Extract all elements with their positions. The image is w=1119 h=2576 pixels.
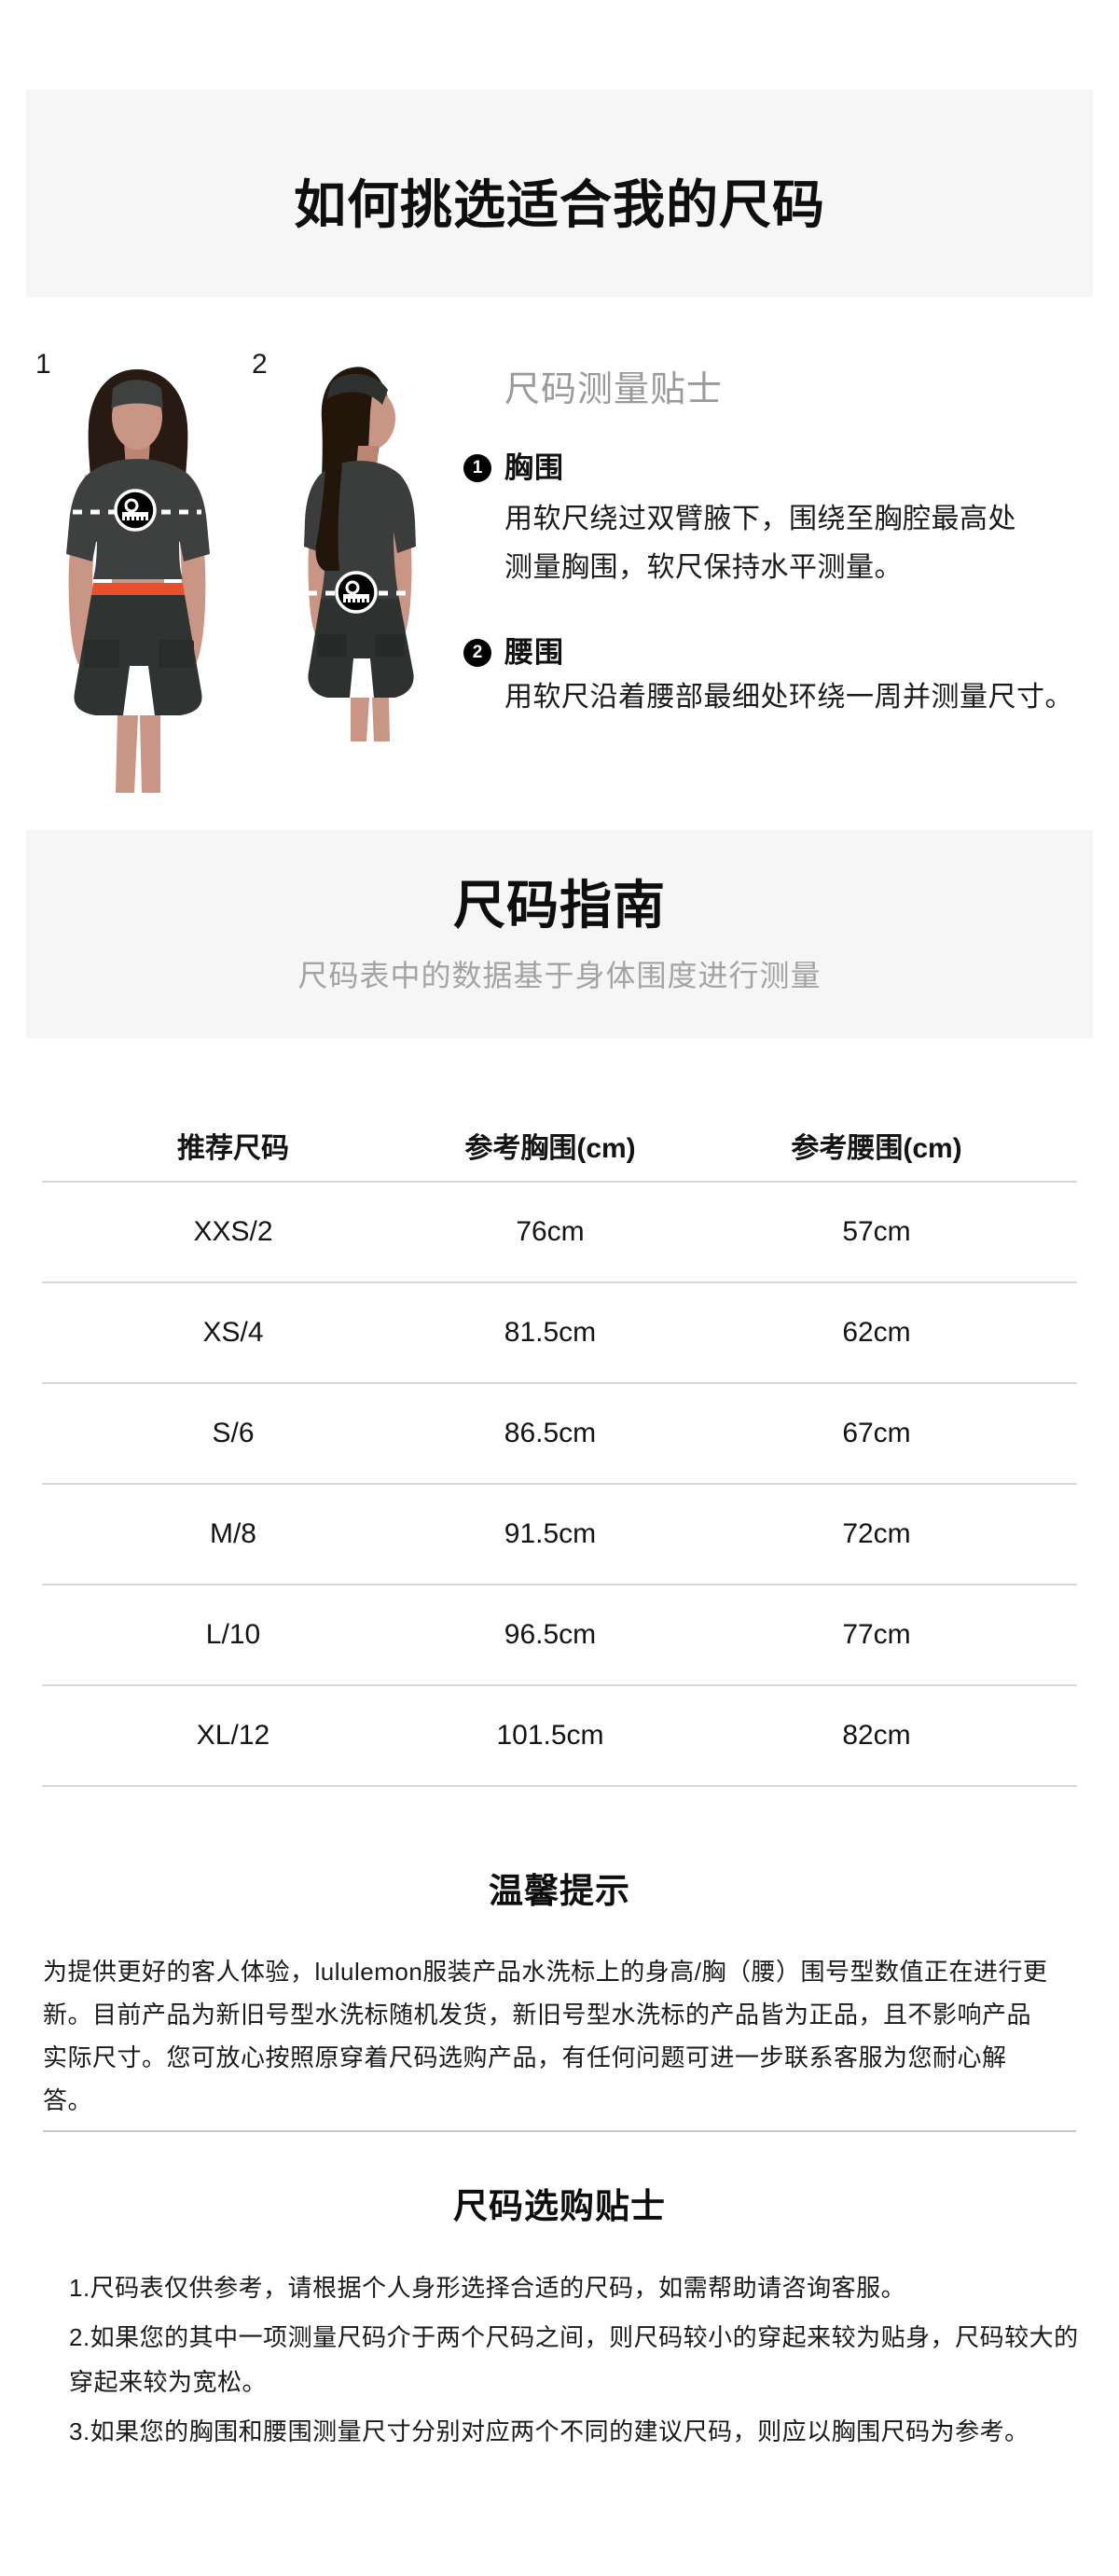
table-row: XS/4 81.5cm 62cm (42, 1283, 1077, 1384)
step-2-bullet: 2 (463, 639, 491, 667)
step-1-desc-line-2: 测量胸围，软尺保持水平测量。 (504, 552, 903, 583)
notice-body: 为提供更好的客人体验，lululemon服装产品水洗标上的身高/胸（腰）围号型数… (43, 1958, 1048, 2114)
cell-size: S/6 (212, 1418, 255, 1448)
size-guide-title: 尺码指南 (453, 876, 666, 935)
hero-banner (26, 90, 1093, 298)
cell-bust: 86.5cm (504, 1418, 597, 1448)
page-title: 如何挑选适合我的尺码 (294, 175, 825, 234)
tips-list: 1.尺码表仅供参考，请根据个人身形选择合适的尺码，如需帮助请咨询客服。 2.如果… (69, 2265, 1087, 2454)
size-table: 推荐尺码 参考胸围(cm) 参考腰围(cm) XXS/2 76cm 57cm X… (42, 1110, 1077, 1787)
cell-waist: 62cm (842, 1317, 911, 1348)
cell-size: L/10 (205, 1619, 261, 1650)
size-table-header: 推荐尺码 参考胸围(cm) 参考腰围(cm) (42, 1110, 1077, 1183)
column-header-bust: 参考胸围(cm) (464, 1133, 636, 1164)
tip-item: 1.尺码表仅供参考，请根据个人身形选择合适的尺码，如需帮助请咨询客服。 (69, 2274, 906, 2302)
cell-bust: 81.5cm (504, 1317, 597, 1348)
notice-title: 温馨提示 (489, 1872, 630, 1910)
figure-2-label: 2 (252, 349, 268, 380)
cell-bust: 76cm (516, 1216, 585, 1247)
table-row: XL/12 101.5cm 82cm (42, 1686, 1077, 1787)
tip-item: 2.如果您的其中一项测量尺码介于两个尺码之间，则尺码较小的穿起来较为贴身，尺码较… (69, 2323, 1079, 2396)
model-photo-back-waist (304, 367, 416, 741)
step-1-desc-line-1: 用软尺绕过双臂腋下，围绕至胸腔最高处 (504, 504, 1016, 534)
step-2-title: 腰围 (504, 636, 564, 669)
cell-waist: 82cm (842, 1720, 911, 1751)
tips-title: 尺码选购贴士 (453, 2187, 666, 2225)
step-1-title: 胸围 (504, 451, 564, 484)
step-2-description: 用软尺沿着腰部最细处环绕一周并测量尺寸。 (504, 673, 1119, 722)
cell-size: XL/12 (196, 1720, 270, 1751)
cell-size: M/8 (209, 1518, 256, 1549)
measuring-tape-icon (335, 571, 378, 614)
cell-bust: 96.5cm (504, 1619, 597, 1650)
column-header-waist: 参考腰围(cm) (791, 1133, 962, 1164)
table-row: XXS/2 76cm 57cm (42, 1183, 1077, 1283)
cell-bust: 91.5cm (504, 1518, 597, 1549)
size-guide-subtitle: 尺码表中的数据基于身体围度进行测量 (297, 959, 822, 992)
table-row: L/10 96.5cm 77cm (42, 1586, 1077, 1686)
size-guide-banner (26, 830, 1093, 1038)
measure-tips-heading: 尺码测量贴士 (504, 370, 724, 409)
column-header-size: 推荐尺码 (177, 1133, 289, 1164)
cell-waist: 57cm (842, 1216, 911, 1247)
table-row: M/8 91.5cm 72cm (42, 1485, 1077, 1586)
cell-waist: 67cm (842, 1418, 911, 1448)
measuring-tape-icon (114, 489, 157, 532)
figure-1-label: 1 (35, 349, 51, 380)
cell-waist: 77cm (842, 1619, 911, 1650)
section-divider (43, 2130, 1076, 2132)
step-1-description: 用软尺绕过双臂腋下，围绕至胸腔最高处 测量胸围，软尺保持水平测量。 (504, 495, 1119, 592)
table-row: S/6 86.5cm 67cm (42, 1384, 1077, 1485)
step-1-bullet: 1 (463, 454, 491, 482)
cell-waist: 72cm (842, 1518, 911, 1549)
step-2-desc-line-1: 用软尺沿着腰部最细处环绕一周并测量尺寸。 (504, 682, 1073, 713)
cell-size: XXS/2 (193, 1216, 273, 1247)
tip-item: 3.如果您的胸围和腰围测量尺寸分别对应两个不同的建议尺码，则应以胸围尺码为参考。 (69, 2417, 1029, 2445)
cell-size: XS/4 (202, 1317, 264, 1348)
cell-bust: 101.5cm (496, 1720, 604, 1751)
model-photo-front-bust (66, 369, 210, 793)
